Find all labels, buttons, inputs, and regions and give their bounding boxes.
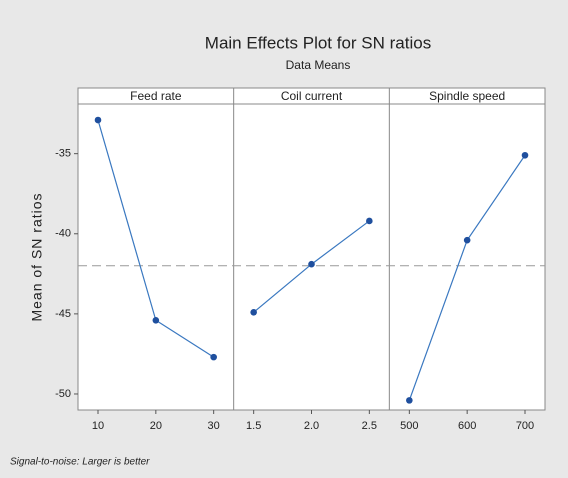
y-tick-label: -50 — [55, 388, 71, 400]
x-tick-label: 30 — [208, 420, 220, 432]
panel-title: Spindle speed — [429, 89, 505, 103]
effect-point — [210, 353, 217, 361]
chart-title: Main Effects Plot for SN ratios — [205, 33, 431, 52]
x-tick-label: 10 — [92, 420, 104, 432]
x-tick-label: 2.0 — [304, 420, 319, 432]
x-tick-label: 1.5 — [246, 420, 261, 432]
panel-title: Feed rate — [130, 89, 182, 103]
plot-area — [77, 87, 546, 411]
effect-point — [463, 236, 471, 244]
chart-subtitle: Data Means — [286, 58, 351, 72]
effect-point — [250, 308, 257, 316]
y-axis-label: Mean of SN ratios — [29, 192, 45, 321]
effect-point — [94, 116, 102, 124]
panel-title: Coil current — [281, 89, 343, 103]
effect-point — [152, 316, 160, 324]
effect-point — [406, 397, 413, 404]
y-tick-label: -35 — [55, 148, 71, 160]
y-tick-label: -40 — [55, 228, 71, 240]
x-tick-label: 700 — [516, 420, 534, 432]
y-tick-label: -45 — [55, 308, 71, 320]
effect-point — [366, 217, 373, 225]
effect-point — [521, 151, 529, 159]
footnote: Signal-to-noise: Larger is better — [10, 457, 150, 468]
x-tick-label: 2.5 — [362, 420, 377, 432]
x-tick-label: 20 — [150, 420, 162, 432]
effect-point — [308, 260, 315, 268]
x-tick-label: 500 — [400, 420, 418, 432]
x-tick-label: 600 — [458, 420, 476, 432]
